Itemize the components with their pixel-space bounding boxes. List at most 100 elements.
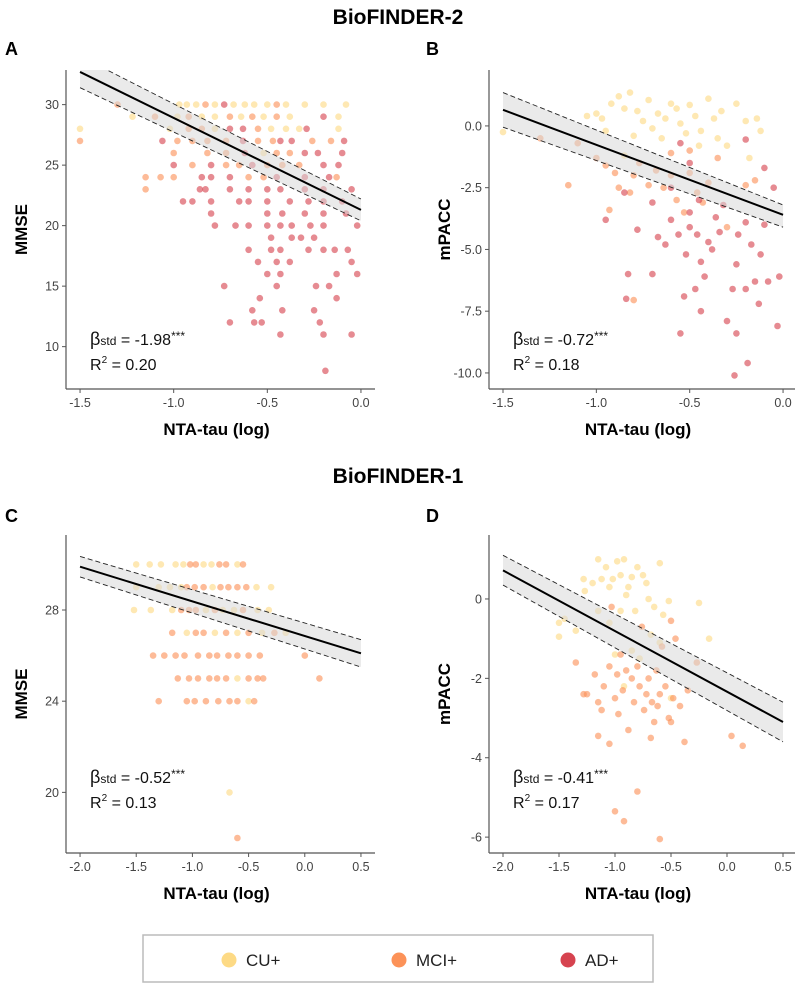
data-point [267,125,275,133]
data-point [723,223,731,231]
panel-c: C -2.0 -1.5 -1.0 -0.5 0.0 0.5 20 24 28 NTA-tau (lo… [5,506,375,903]
regression-line [502,569,784,723]
data-point [170,173,177,181]
data-point [142,173,149,181]
data-point [620,817,628,825]
data-point [297,234,305,241]
data-point [333,270,340,278]
scatter-points [499,89,783,379]
data-point [277,137,284,145]
data-point [622,591,630,599]
y-tick-label: 30 [45,98,59,112]
x-tick-label: -2.0 [492,860,514,874]
data-point [183,697,191,705]
panel-b: B -1.5 -1.0 -0.5 0.0 -10.0 -7.5 -5.0 -2.5 0.0 NTA-… [426,39,795,439]
data-point [194,675,202,682]
data-point [222,561,230,568]
data-point [239,125,247,133]
ci-upper-line [79,556,362,641]
data-point [705,635,713,642]
data-point [161,652,168,659]
data-point [192,629,200,637]
data-point [649,125,656,132]
data-point [259,675,267,682]
data-point [757,127,764,135]
data-point [333,173,340,181]
data-point [662,115,669,122]
data-point [172,561,179,568]
data-point [322,367,329,375]
data-point [625,583,632,591]
data-point [335,125,342,133]
data-point [656,835,664,843]
data-point [168,629,176,637]
data-point [213,652,221,659]
y-tick-label: 20 [45,219,59,233]
data-point [686,209,693,216]
data-point [591,671,599,678]
data-point [217,583,224,591]
data-point [183,101,191,108]
data-point [234,561,241,568]
data-point [613,671,621,678]
data-point [206,652,213,659]
regression [79,556,362,668]
data-point [245,246,252,254]
data-point [342,101,350,108]
data-point [729,285,736,293]
data-point [331,246,339,254]
data-point [746,154,753,162]
data-point [192,561,200,568]
data-point [226,173,234,181]
data-point [764,278,772,285]
data-point [282,101,290,108]
y-tick-label: 15 [45,280,59,294]
data-point [701,273,708,280]
data-point [710,115,718,122]
data-point [207,198,215,205]
data-point [617,571,624,579]
x-tick-label: -1.5 [125,860,147,874]
data-point [256,652,264,659]
x-tick-label: -0.5 [257,396,279,410]
data-point [680,209,688,216]
data-point [734,231,742,238]
data-point [667,216,675,224]
data-point [667,617,675,625]
y-axis-label: mPACC [435,663,454,725]
data-point [264,101,271,108]
y-tick-label: 10 [45,340,59,354]
panel-a: A -1.5 -1.0 -0.5 0.0 10 15 20 25 30 NTA-tau (log) M… [5,39,375,439]
data-point [649,270,656,278]
data-point [202,186,209,193]
data-point [626,89,634,96]
data-point [129,113,136,120]
data-point [234,652,241,659]
data-point [157,561,165,568]
data-point [742,181,749,189]
data-point [254,125,262,133]
data-point [751,177,759,184]
data-point [335,161,342,169]
data-point [692,285,699,293]
y-tick-label: 28 [45,604,59,618]
r-squared-annotation: R2 = 0.13 [90,793,157,812]
data-point [580,575,587,583]
data-point [301,149,309,157]
data-point [273,258,281,266]
data-point [676,702,684,710]
data-point [677,139,684,147]
data-point [755,300,763,308]
data-point [320,210,327,217]
ci-lower-line [79,87,362,222]
data-point [159,137,166,145]
data-point [606,663,613,670]
data-point [677,120,684,127]
data-point [656,690,664,698]
data-point [234,697,241,705]
data-point [249,113,256,120]
data-point [286,198,294,205]
data-point [277,270,284,278]
data-point [631,607,639,615]
data-point [183,629,191,637]
